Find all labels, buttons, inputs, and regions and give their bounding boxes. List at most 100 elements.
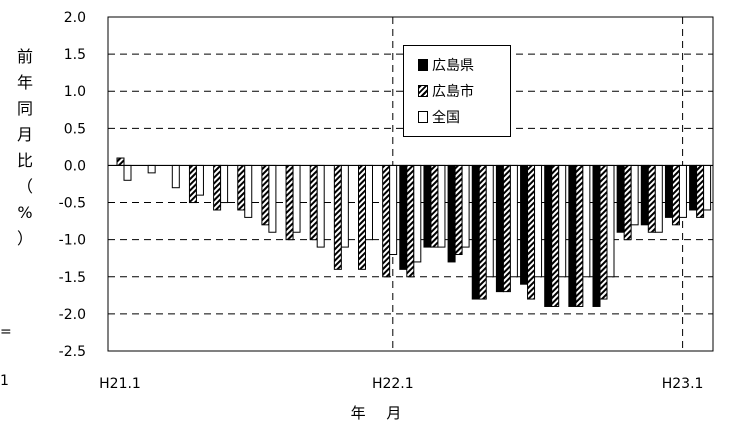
bar-hatched xyxy=(116,157,125,166)
bar-white xyxy=(220,164,229,204)
y-tick-label: 0.0 xyxy=(64,158,86,174)
bar-hatched xyxy=(309,164,318,241)
bar-white xyxy=(292,164,301,233)
y-tick-label: 1.5 xyxy=(64,47,86,63)
x-axis-label: 年 月 xyxy=(350,404,410,422)
legend-label: 広島県 xyxy=(432,58,474,74)
bar-white xyxy=(437,164,446,248)
bar-hatched xyxy=(623,164,632,241)
legend-item-hiroshima-pref: 広島県 xyxy=(418,52,510,78)
y-axis-label-char: （ xyxy=(16,177,33,196)
bar-solid xyxy=(544,164,553,307)
bar-solid xyxy=(689,164,698,211)
y-tick-label: 0.5 xyxy=(64,121,86,137)
edge-mark-top: = xyxy=(0,324,12,340)
bar-white xyxy=(558,164,567,278)
bar-white xyxy=(703,164,712,211)
bar-solid xyxy=(495,164,504,293)
bar-hatched xyxy=(333,164,342,270)
x-tick-label: H21.1 xyxy=(99,376,141,392)
y-axis-label-char: 同 xyxy=(16,99,33,118)
bar-white xyxy=(147,164,156,174)
bar-white xyxy=(268,164,277,233)
axis-layer xyxy=(107,16,714,352)
bar-white xyxy=(606,164,615,278)
y-axis-label-char: 比 xyxy=(16,151,33,170)
y-axis-label-char: % xyxy=(17,203,33,222)
y-tick-label: 1.0 xyxy=(64,84,86,100)
y-tick-label: 2.0 xyxy=(64,10,86,26)
legend-label: 全国 xyxy=(432,110,460,126)
bar-hatched xyxy=(382,164,391,278)
x-tick-label: H23.1 xyxy=(662,376,704,392)
legend-swatch-white xyxy=(418,111,428,123)
y-axis-label-char: 年 xyxy=(16,73,33,92)
label-layer: 2.0 1.5 1.0 0.5 0.0 -0.5 -1.0 -1.5 -2.0 -2.5 H21.1… xyxy=(59,10,704,392)
bar-solid xyxy=(592,164,601,307)
y-tick-label: -2.0 xyxy=(59,307,86,323)
y-axis-label-char: 月 xyxy=(16,125,33,144)
bar-hatched xyxy=(551,164,560,307)
bar-white xyxy=(365,164,373,241)
y-tick-label: -0.5 xyxy=(59,196,86,212)
plot-frame xyxy=(107,16,714,352)
bar-solid xyxy=(447,164,456,263)
bar-hatched xyxy=(454,164,463,256)
bar-solid xyxy=(399,164,408,270)
bar-solid xyxy=(616,164,625,233)
bar-hatched xyxy=(237,164,246,211)
bar-hatched xyxy=(406,164,415,278)
bar-white xyxy=(630,164,639,226)
legend-swatch-hatched xyxy=(418,85,428,97)
bar-hatched xyxy=(430,164,439,248)
legend-label: 広島市 xyxy=(432,84,474,100)
bar-hatched xyxy=(575,164,584,307)
bar-white xyxy=(340,164,349,248)
bar-white xyxy=(461,164,470,248)
bar-solid xyxy=(568,164,577,307)
y-axis-label-char: ） xyxy=(16,229,33,248)
bar-white xyxy=(654,164,663,233)
bar-hatched xyxy=(213,164,222,211)
bar-white xyxy=(171,164,180,189)
bar-hatched xyxy=(188,164,197,204)
bar-hatched xyxy=(261,164,270,226)
bar-white xyxy=(389,164,398,256)
bar-solid xyxy=(664,164,673,218)
bar-solid xyxy=(471,164,480,300)
bar-white xyxy=(582,164,591,278)
bar-hatched xyxy=(478,164,487,300)
x-tick-label: H22.1 xyxy=(372,376,414,392)
bar-hatched xyxy=(696,164,705,218)
bar-white xyxy=(678,164,687,218)
y-axis-label: 前年同月比 （% ） xyxy=(14,44,36,252)
y-tick-label: -1.5 xyxy=(59,270,86,286)
y-axis-label-char: 前 xyxy=(16,47,33,66)
legend-item-hiroshima-city: 広島市 xyxy=(418,78,510,104)
legend-swatch-solid xyxy=(418,59,428,71)
bar-hatched xyxy=(502,164,511,293)
bar-solid xyxy=(423,164,432,248)
bar-white xyxy=(534,164,543,278)
bar-hatched xyxy=(671,164,680,226)
bar-white xyxy=(485,164,494,278)
bar-white xyxy=(123,164,132,181)
legend: 広島県 広島市 全国 xyxy=(403,45,511,137)
bar-solid xyxy=(520,164,529,285)
bars-layer xyxy=(116,157,712,307)
bar-hatched xyxy=(285,164,294,241)
bar-hatched xyxy=(358,164,366,270)
legend-item-national: 全国 xyxy=(418,104,510,130)
edge-mark-bottom: 1 xyxy=(0,373,9,389)
y-tick-label: -1.0 xyxy=(59,233,86,249)
bar-white xyxy=(413,164,422,263)
bar-hatched xyxy=(647,164,656,233)
bar-solid xyxy=(640,164,649,226)
bar-white xyxy=(316,164,325,248)
y-tick-label: -2.5 xyxy=(59,344,86,360)
bar-hatched xyxy=(599,164,608,300)
bar-white xyxy=(244,164,253,218)
bar-hatched xyxy=(527,164,536,300)
bar-white xyxy=(509,164,518,278)
